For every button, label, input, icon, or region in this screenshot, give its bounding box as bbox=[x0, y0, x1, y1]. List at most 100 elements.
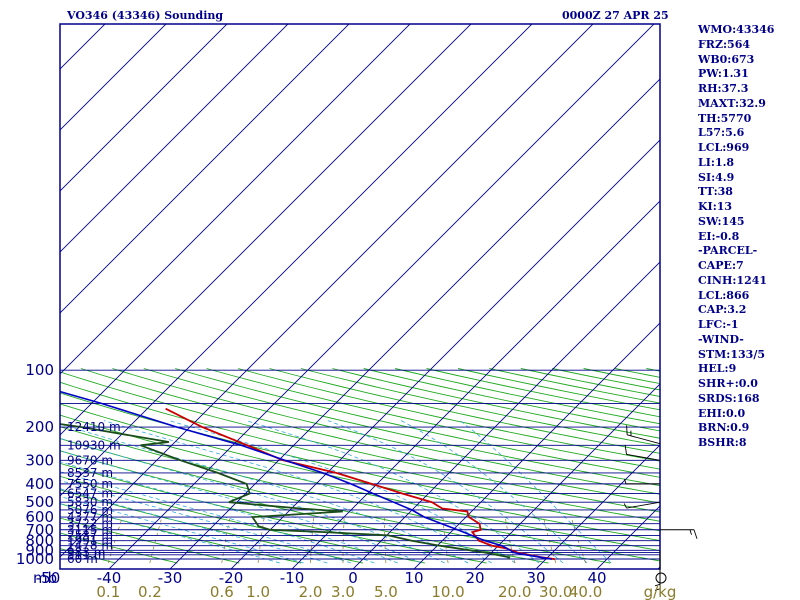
stability-indices-panel: WMO:43346 FRZ:564 WB0:673 PW:1.31 RH:37.3 MAX… bbox=[698, 23, 774, 451]
index-line: BRN:0.9 bbox=[698, 421, 750, 435]
height-label: 4377 m bbox=[67, 510, 113, 524]
moist-adiabat bbox=[103, 420, 492, 564]
pressure-tick-label: 900 bbox=[25, 541, 54, 559]
mixing-ratio-label: 5.0 bbox=[374, 583, 398, 600]
pressure-tick-label: 1000 bbox=[16, 550, 54, 568]
index-line: CAP:3.2 bbox=[698, 303, 747, 317]
index-line: MAXT:32.9 bbox=[698, 96, 766, 110]
height-label: 2537 m bbox=[67, 528, 113, 542]
height-label: 511 m bbox=[67, 548, 105, 562]
station-title: VO346 (43346) Sounding bbox=[67, 9, 224, 22]
height-label: 60 m bbox=[67, 552, 98, 566]
dry-adiabat bbox=[60, 414, 660, 552]
mixing-ratio-label: 30.0 bbox=[539, 583, 572, 600]
index-line: TH:5770 bbox=[698, 111, 752, 125]
mixing-ratio-line bbox=[310, 515, 315, 563]
moist-adiabat bbox=[459, 420, 612, 564]
moist-adiabat bbox=[245, 420, 540, 564]
isotherm-line bbox=[413, 322, 660, 569]
mixing-ratio-label: 0.2 bbox=[138, 583, 162, 600]
height-label: 7550 m bbox=[67, 477, 113, 491]
dry-adiabat bbox=[237, 368, 660, 462]
isotherm-line bbox=[60, 24, 167, 131]
dry-adiabat bbox=[60, 517, 240, 564]
height-label: 6547 m bbox=[67, 487, 113, 501]
temperature-tick-label: -10 bbox=[280, 569, 305, 587]
index-line: PW:1.31 bbox=[698, 67, 749, 81]
moist-adiabat bbox=[168, 420, 516, 564]
dry-adiabat bbox=[269, 368, 660, 454]
dry-adiabat bbox=[60, 392, 660, 532]
dry-adiabat bbox=[60, 371, 660, 513]
height-label: 5076 m bbox=[67, 503, 113, 517]
wind-barb bbox=[624, 478, 660, 485]
pressure-tick-label: 100 bbox=[25, 361, 54, 379]
height-label: 9670 m bbox=[67, 453, 113, 467]
wind-barb-flag bbox=[693, 529, 698, 539]
isotherm-line bbox=[108, 24, 655, 569]
index-line: L57:5.6 bbox=[698, 126, 745, 140]
dry-adiabat bbox=[60, 475, 425, 564]
pressure-tick-label: 700 bbox=[25, 521, 54, 539]
wind-barb-staff bbox=[626, 501, 661, 509]
mixing-ratio-line bbox=[107, 515, 124, 564]
index-line: -PARCEL- bbox=[698, 244, 758, 258]
height-label: 8537 m bbox=[67, 466, 113, 480]
mixing-ratio-label: 20.0 bbox=[498, 583, 531, 600]
height-label: 12410 m bbox=[67, 420, 121, 434]
pressure-tick-label: 600 bbox=[25, 508, 54, 526]
index-line: CAPE:7 bbox=[698, 259, 744, 272]
index-line: WMO:43346 bbox=[698, 23, 775, 36]
isotherm-line bbox=[230, 139, 660, 569]
moist-adiabat bbox=[400, 420, 588, 564]
index-line: EHI:0.0 bbox=[698, 406, 746, 420]
mixing-ratio-line bbox=[149, 515, 163, 564]
moist-adiabat bbox=[60, 437, 445, 564]
wind-barb-flag bbox=[624, 478, 627, 484]
index-line: SHR+:0.0 bbox=[698, 377, 758, 390]
height-label: 10930 m bbox=[67, 438, 121, 452]
wind-barb-flag bbox=[654, 583, 661, 587]
index-line: BSHR:8 bbox=[698, 436, 747, 449]
isotherm-line bbox=[60, 24, 350, 314]
temperature-tick-label: 30 bbox=[526, 569, 545, 587]
pressure-tick-label: 200 bbox=[25, 418, 54, 436]
dry-adiabat bbox=[60, 381, 660, 522]
index-line: LCL:866 bbox=[698, 288, 750, 302]
isotherm-line bbox=[352, 261, 660, 569]
index-line: SRDS:168 bbox=[698, 391, 760, 405]
height-label: 3115 m bbox=[67, 523, 113, 537]
wind-barb bbox=[626, 425, 661, 445]
moist-adiabat bbox=[60, 495, 304, 564]
moist-adiabat bbox=[60, 423, 469, 564]
dry-adiabat bbox=[60, 532, 178, 564]
temperature-tick-label: -50 bbox=[36, 569, 61, 587]
moist-adiabat bbox=[60, 503, 280, 564]
index-line: -WIND- bbox=[698, 332, 744, 346]
background-grid bbox=[60, 24, 660, 569]
mixing-ratio-label: 3.0 bbox=[331, 583, 355, 600]
mixing-ratio-line bbox=[442, 515, 449, 564]
pressure-unit-label: mb bbox=[33, 569, 57, 587]
mixing-ratio-line bbox=[570, 515, 587, 564]
mixing-ratio-line bbox=[542, 515, 557, 564]
index-line: KI:13 bbox=[698, 200, 733, 213]
mixing-ratio-line bbox=[384, 515, 387, 564]
temperature-tick-label: 0 bbox=[348, 569, 358, 587]
mixing-ratio-label: 0.6 bbox=[210, 583, 234, 600]
dewpoint-profile bbox=[60, 423, 511, 560]
mixing-ratio-line bbox=[221, 515, 231, 564]
index-line: EI:-0.8 bbox=[698, 229, 740, 243]
moist-adiabat bbox=[60, 471, 375, 564]
wind-barb-flag bbox=[624, 444, 627, 455]
temperature-tick-label: -30 bbox=[158, 569, 183, 587]
wind-barb-flag bbox=[623, 503, 627, 509]
mixing-ratio-label: 0.1 bbox=[96, 583, 120, 600]
index-line: SI:4.9 bbox=[698, 170, 735, 184]
mixing-ratio-unit-label: g/kg bbox=[644, 583, 677, 600]
plot-frame bbox=[59, 23, 661, 570]
temperature-tick-label: -40 bbox=[97, 569, 122, 587]
temperature-tick-label: 20 bbox=[465, 569, 484, 587]
